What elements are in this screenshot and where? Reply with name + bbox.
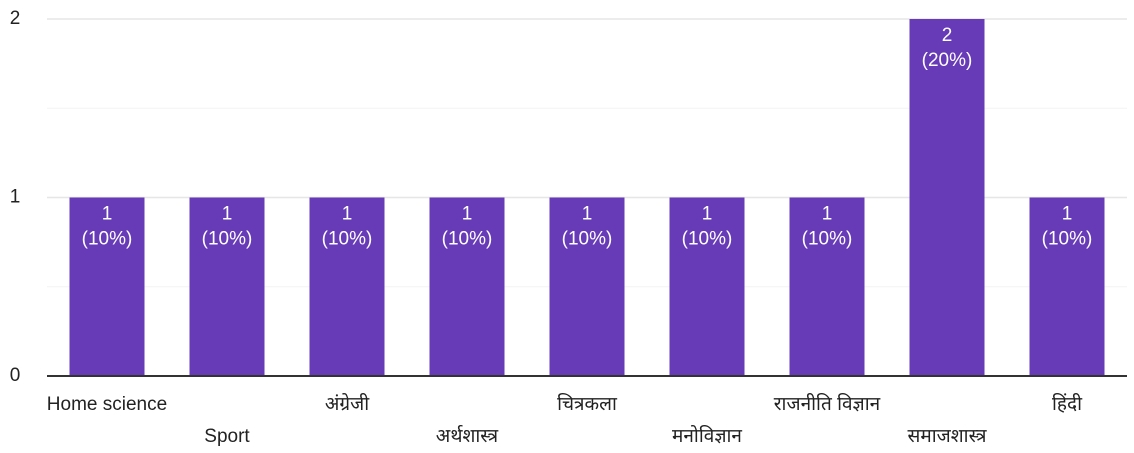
value-label: 1 (10%) xyxy=(442,204,493,250)
bar xyxy=(189,197,265,376)
value-label: 1 (10%) xyxy=(82,204,133,250)
value-label: 1 (10%) xyxy=(562,204,613,250)
y-tick-label: 0 xyxy=(10,365,21,386)
value-label: 2 (20%) xyxy=(922,25,973,71)
value-label-line: 1 xyxy=(702,204,713,225)
bar xyxy=(549,197,625,376)
value-label: 1 (10%) xyxy=(682,204,733,250)
value-label-line: 1 xyxy=(342,204,353,225)
x-tick-label: मनोविज्ञान xyxy=(672,424,742,447)
value-label-line: 1 xyxy=(462,204,473,225)
y-tick-label: 2 xyxy=(10,8,21,29)
value-label: 1 (10%) xyxy=(202,204,253,250)
bar xyxy=(309,197,385,376)
value-label-line: (10%) xyxy=(322,229,373,250)
bar xyxy=(429,197,505,376)
bar xyxy=(669,197,745,376)
value-label-line: 1 xyxy=(822,204,833,225)
bar xyxy=(909,19,985,376)
value-label-line: (10%) xyxy=(682,229,733,250)
x-tick-label: चित्रकला xyxy=(557,392,618,415)
x-tick-label: राजनीति विज्ञान xyxy=(774,392,881,415)
value-label: 1 (10%) xyxy=(322,204,373,250)
x-tick-label: अंग्रेजी xyxy=(325,392,370,415)
value-label-line: 1 xyxy=(222,204,233,225)
bar xyxy=(1029,197,1105,376)
value-label-line: (10%) xyxy=(202,229,253,250)
value-label-line: (10%) xyxy=(1042,229,1093,250)
value-label-line: (10%) xyxy=(562,229,613,250)
value-label-line: 1 xyxy=(582,204,593,225)
value-label-line: (20%) xyxy=(922,50,973,71)
value-label-line: 2 xyxy=(942,25,953,46)
y-tick-label: 1 xyxy=(10,187,21,208)
x-tick-label: अर्थशास्त्र xyxy=(436,424,499,447)
value-label-line: (10%) xyxy=(82,229,133,250)
bar xyxy=(69,197,145,376)
x-tick-label: Sport xyxy=(204,426,250,447)
value-label: 1 (10%) xyxy=(802,204,853,250)
bar xyxy=(789,197,865,376)
value-label-line: 1 xyxy=(102,204,113,225)
x-tick-label: हिंदी xyxy=(1052,392,1083,415)
x-tick-label: समाजशास्त्र xyxy=(908,426,987,447)
value-label-line: (10%) xyxy=(442,229,493,250)
value-label-line: (10%) xyxy=(802,229,853,250)
value-label: 1 (10%) xyxy=(1042,204,1093,250)
x-tick-label: Home science xyxy=(47,394,167,415)
value-label-line: 1 xyxy=(1062,204,1073,225)
